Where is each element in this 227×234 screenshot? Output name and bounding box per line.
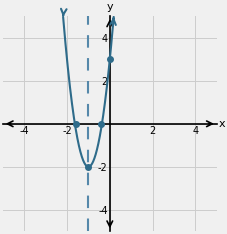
Text: x: x: [218, 119, 225, 129]
Text: y: y: [106, 2, 113, 12]
